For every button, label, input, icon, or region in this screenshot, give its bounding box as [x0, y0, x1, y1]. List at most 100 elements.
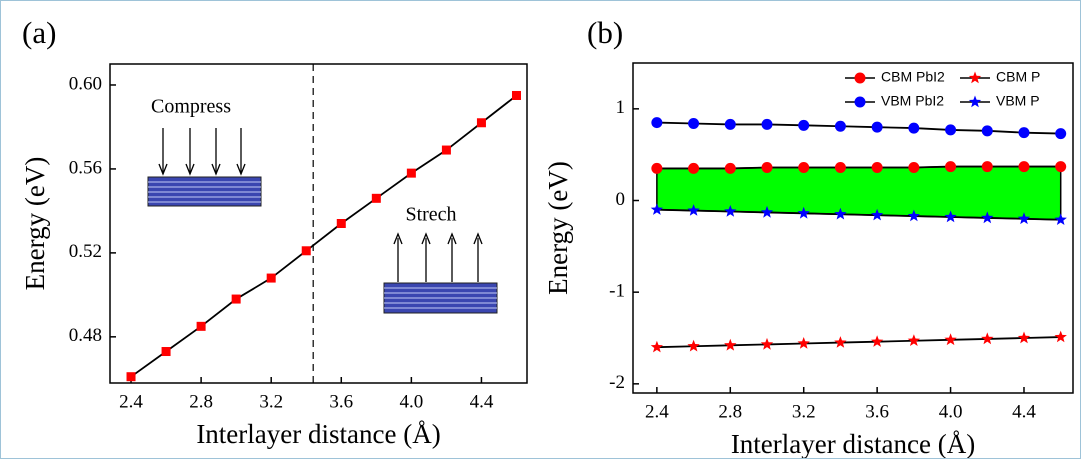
chart: (a) Interlayer distance (Å) Energy (eV) 2.4…	[20, 15, 528, 449]
x-tick-label: 3.2	[792, 401, 816, 422]
point	[871, 121, 883, 133]
point	[1055, 161, 1067, 173]
point	[406, 168, 416, 178]
panel-label: (b)	[587, 15, 623, 50]
point	[945, 124, 957, 136]
compress-arrows	[158, 128, 246, 176]
point	[871, 335, 884, 347]
point	[834, 120, 846, 132]
point	[871, 162, 883, 173]
point	[1018, 161, 1030, 173]
y-axis-label: Energy (eV)	[20, 157, 50, 291]
point	[724, 162, 736, 174]
point	[834, 207, 847, 220]
plot-frame	[109, 63, 528, 384]
point	[797, 337, 810, 349]
point	[266, 273, 276, 283]
point	[441, 145, 451, 155]
point	[650, 203, 663, 215]
point	[336, 219, 346, 228]
legend-marker	[854, 96, 866, 108]
point	[908, 162, 920, 173]
x-tick-label: 4.4	[1012, 401, 1036, 422]
annotation: Strech	[405, 204, 456, 226]
point	[834, 336, 847, 348]
x-tick-label: 4.0	[399, 391, 423, 412]
x-tick-label: 2.8	[718, 401, 742, 422]
point	[981, 332, 994, 345]
point	[511, 90, 521, 100]
point	[1017, 331, 1031, 344]
point	[687, 339, 700, 352]
point	[798, 162, 810, 173]
point	[981, 161, 993, 173]
point	[944, 210, 957, 223]
point	[476, 118, 486, 128]
stretch-arrows	[393, 232, 483, 282]
y-tick-label: -1	[609, 281, 625, 302]
y-tick-label: 0	[616, 189, 626, 210]
x-tick-label: 4.4	[470, 391, 494, 412]
point	[797, 206, 810, 219]
x-tick-label: 3.6	[865, 401, 889, 422]
point	[371, 193, 381, 203]
point	[907, 209, 920, 222]
chart: (b) Interlayer distance (Å) Energy (eV) 2.4…	[543, 15, 1074, 459]
point	[651, 162, 663, 174]
legend-label: CBM P	[996, 69, 1040, 85]
point	[1018, 127, 1030, 139]
legend-label: VBM P	[996, 93, 1040, 109]
series-line	[656, 165, 1061, 170]
y-tick-label: 1	[616, 97, 626, 118]
point	[687, 204, 700, 216]
point	[651, 117, 663, 129]
point	[945, 161, 957, 173]
point	[1055, 128, 1067, 140]
legend-label: CBM PbI2	[881, 69, 945, 85]
point	[724, 338, 737, 351]
point	[688, 162, 700, 174]
point	[1054, 330, 1067, 343]
x-tick-label: 2.8	[189, 391, 213, 412]
point	[761, 118, 773, 130]
layer-stack	[383, 282, 498, 314]
point	[760, 337, 774, 350]
point	[1054, 213, 1067, 225]
point	[761, 162, 773, 173]
point	[760, 205, 774, 218]
point	[1017, 212, 1031, 225]
y-tick-label: -2	[609, 372, 625, 393]
y-tick-label: 0.52	[69, 241, 102, 262]
point	[908, 122, 920, 134]
point	[231, 294, 241, 304]
legend-marker	[854, 72, 866, 84]
series-line	[656, 336, 1061, 349]
point	[907, 334, 920, 346]
x-tick-label: 2.4	[645, 401, 669, 422]
point	[944, 333, 957, 346]
series-line	[130, 94, 518, 378]
annotation: Compress	[151, 96, 231, 118]
point	[798, 119, 810, 131]
layer-stack	[147, 176, 262, 207]
x-axis-label: Interlayer distance (Å)	[196, 419, 440, 449]
y-tick-label: 0.48	[69, 325, 102, 346]
point	[161, 347, 171, 357]
y-tick-label: 0.60	[69, 73, 102, 94]
series-line	[656, 208, 1061, 221]
legend-label: VBM PbI2	[881, 93, 944, 109]
x-axis-label: Interlayer distance (Å)	[731, 429, 975, 459]
x-tick-label: 3.6	[329, 391, 353, 412]
point	[871, 208, 884, 221]
legend-marker	[968, 71, 982, 84]
plots: (a) Interlayer distance (Å) Energy (eV) 2.4…	[20, 15, 1074, 459]
point	[196, 321, 206, 331]
point	[126, 372, 136, 382]
point	[301, 246, 311, 256]
point	[724, 205, 737, 217]
legend-marker	[968, 95, 982, 108]
series-line	[656, 121, 1061, 135]
point	[834, 162, 846, 173]
point	[650, 340, 663, 353]
